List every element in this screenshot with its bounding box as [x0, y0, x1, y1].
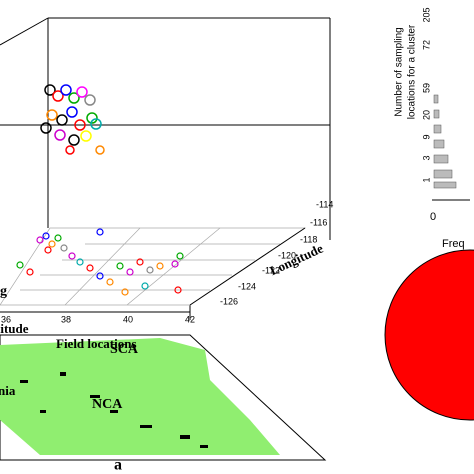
figure-body: Longitude -114 -116 -118 -120 -122 -124 …	[0, 7, 474, 474]
tick: 72	[421, 40, 431, 50]
histogram-ticks: 205 72 59 20 9 3 1	[421, 7, 431, 182]
tick: 9	[421, 134, 431, 139]
tick: 59	[421, 83, 431, 93]
histogram-title: Number of sampling locations for a clust…	[394, 24, 418, 119]
tick: 205	[421, 7, 431, 22]
tick: -126	[220, 296, 238, 306]
tick: 3	[421, 155, 431, 160]
tick: 40	[123, 314, 133, 324]
map-text: nia	[0, 383, 16, 398]
map-land	[0, 338, 280, 455]
x-label: Freq	[442, 238, 465, 250]
tick: -114	[316, 199, 333, 209]
tick: -116	[310, 217, 327, 227]
tick: -118	[300, 234, 317, 244]
axis-title: Number of sampling	[394, 27, 405, 116]
scatter-points	[16, 228, 184, 296]
panel-label: a	[114, 457, 122, 474]
latitude-label: titude	[0, 321, 29, 336]
map-text: NCA	[92, 397, 123, 412]
map-text: Field locations	[56, 336, 137, 351]
cluster-points	[40, 84, 105, 155]
tick: 1	[421, 177, 431, 182]
histogram-bars	[433, 94, 457, 189]
longitude-axis	[189, 227, 306, 306]
tick: -124	[238, 281, 256, 291]
tick: -120	[278, 250, 296, 260]
tick: -122	[262, 265, 280, 275]
longitude-ticks: -114 -116 -118 -120 -122 -124 -126	[220, 199, 333, 306]
map-text: SCA	[110, 342, 139, 357]
map-sites	[20, 372, 208, 448]
tick: 42	[185, 314, 195, 324]
pie	[384, 249, 474, 421]
cropped-label: g	[0, 284, 7, 299]
tick: 36	[1, 314, 11, 324]
axis-title: locations for a cluster	[407, 24, 418, 119]
x-tick: 0	[430, 211, 436, 223]
tick: 20	[421, 110, 431, 120]
tick: 38	[61, 314, 71, 324]
latitude-ticks: 36 38 40 42	[1, 314, 195, 324]
